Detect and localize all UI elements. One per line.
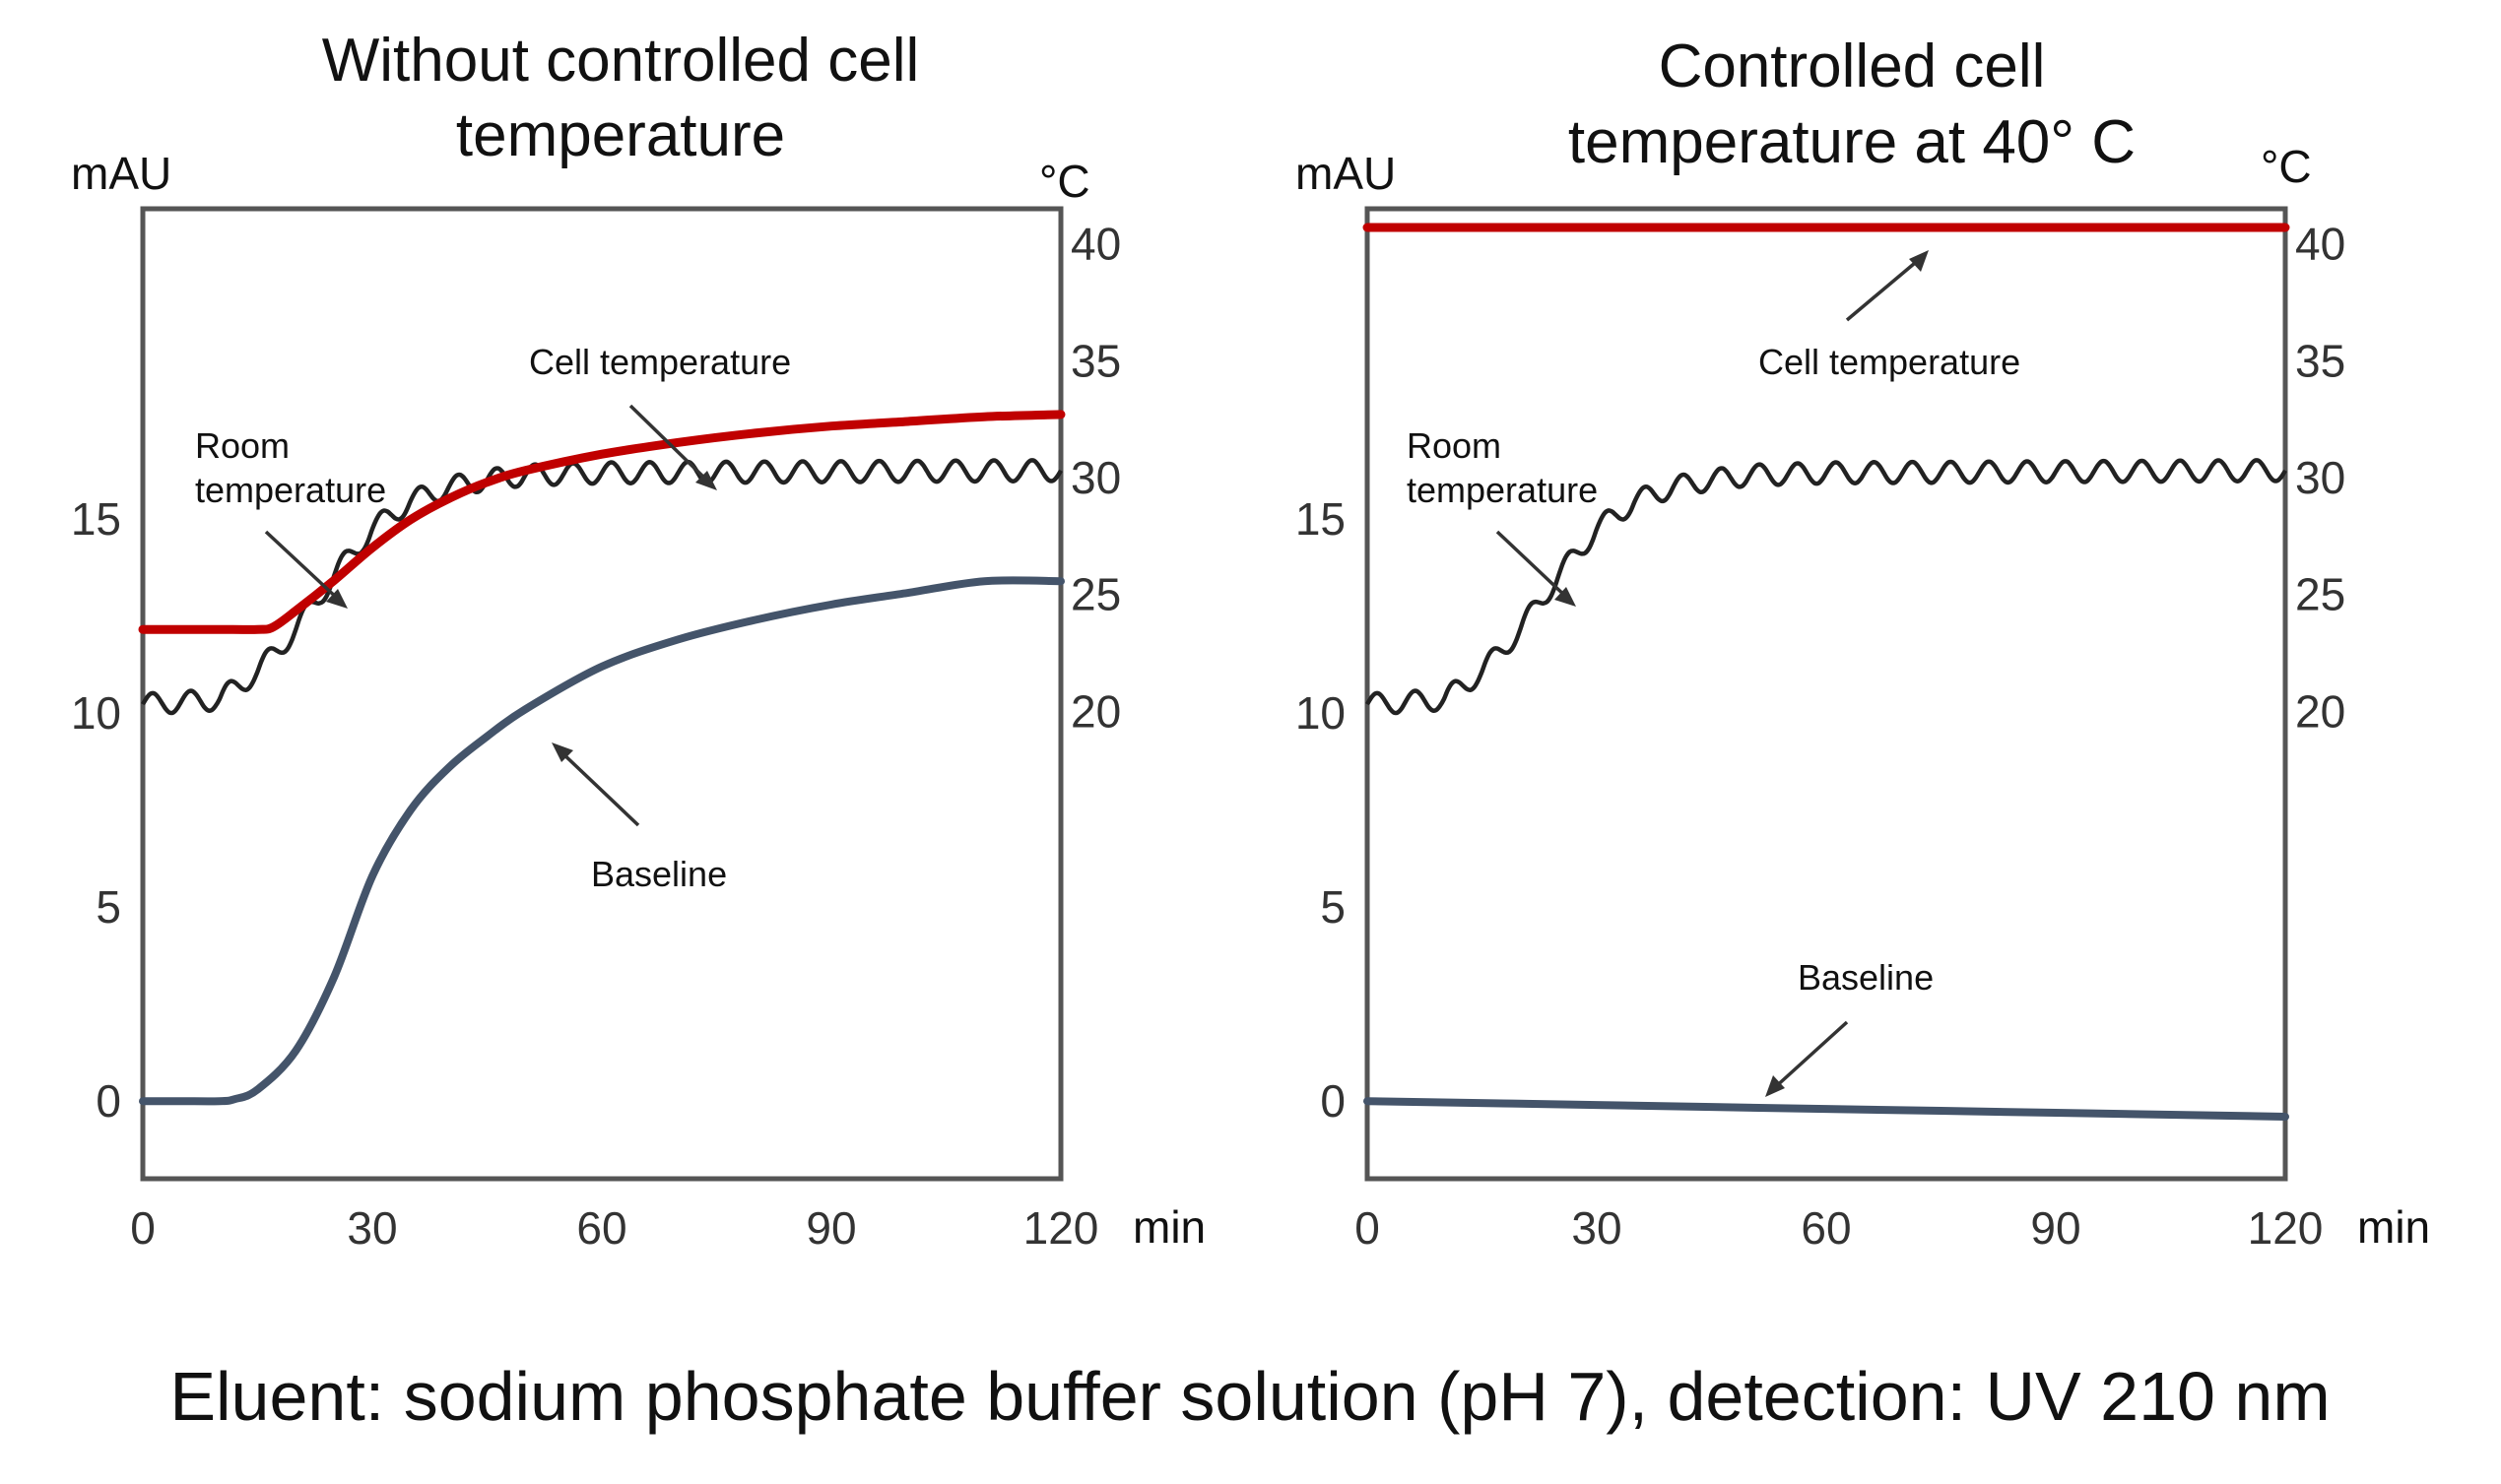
panel1-series [138, 410, 1066, 1106]
left-tick-label-10: 10 [71, 687, 121, 739]
x-tick-label-120: 120 [2248, 1202, 2324, 1254]
panel1-arrow-baseline [558, 748, 640, 827]
panel1-arrow-cell-temperature [628, 404, 711, 484]
right-tick-label-30: 30 [1071, 452, 1121, 503]
panel1-plot-frame [140, 206, 1064, 1182]
left-tick-label-15: 15 [1295, 493, 1346, 545]
x-tick-label-60: 60 [1801, 1202, 1851, 1254]
panel1-right-ticks: 20 25 30 35 40 [1071, 219, 1121, 738]
x-tick-label-90: 90 [2030, 1202, 2080, 1254]
panel2-left-ticks: 0 5 10 15 [1295, 493, 1346, 1127]
panel1-arrowhead-cell-temperature [695, 471, 717, 490]
panel2-arrowhead-room-temperature [1554, 587, 1576, 607]
panel1-anno-room-line2: temperature [195, 470, 386, 510]
left-tick-label-10: 10 [1295, 687, 1346, 739]
panel1-anno-room-line1: Room [195, 425, 290, 466]
panel2-anno-cell-temperature: Cell temperature [1758, 342, 2020, 382]
panel1-anno-baseline: Baseline [591, 854, 727, 894]
figure-caption: Eluent: sodium phosphate buffer solution… [169, 1358, 2330, 1435]
room-temperature-line [141, 458, 1063, 716]
panel2-series [1362, 223, 2290, 1121]
right-tick-label-20: 20 [1071, 685, 1121, 737]
x-tick-label-60: 60 [576, 1202, 626, 1254]
panel2-arrowhead-baseline [1765, 1075, 1785, 1097]
panel2-arrow-baseline [1771, 1020, 1849, 1091]
panel1-left-ticks: 0 5 10 15 [71, 493, 121, 1127]
cell-temperature-line [138, 410, 1066, 634]
panel2-title-line1: Controlled cell [1659, 32, 2046, 100]
panel2-left-unit: mAU [1295, 148, 1396, 199]
baseline-line [1363, 1097, 2289, 1121]
left-tick-label-0: 0 [96, 1075, 121, 1127]
x-tick-label-120: 120 [1023, 1202, 1099, 1254]
panel1-x-ticks: 0 30 60 90 120 [130, 1202, 1098, 1254]
x-tick-label-0: 0 [1354, 1202, 1380, 1254]
panel2-anno-room-line1: Room [1407, 425, 1501, 466]
left-tick-label-5: 5 [1320, 881, 1346, 933]
panel1-arrowhead-room-temperature [326, 589, 348, 609]
panel1-left-unit: mAU [71, 148, 171, 199]
right-tick-label-20: 20 [2295, 685, 2345, 737]
right-tick-label-40: 40 [1071, 219, 1121, 270]
panel-without-control: Without controlled cell temperature mAU … [71, 27, 1206, 1254]
panel2-x-unit: min [2357, 1201, 2430, 1253]
panel2-arrow-room-temperature [1495, 530, 1570, 601]
panel2-anno-room-line2: temperature [1407, 470, 1598, 510]
panel1-arrow-room-temperature [264, 530, 342, 603]
right-tick-label-30: 30 [2295, 452, 2345, 503]
panel2-arrow-cell-temperature [1845, 256, 1923, 322]
panel1-arrowhead-baseline [552, 742, 573, 762]
x-tick-label-90: 90 [806, 1202, 856, 1254]
baseline-line [139, 576, 1065, 1106]
panel2-right-ticks: 20 25 30 35 40 [2295, 219, 2345, 738]
panel1-right-unit: °C [1039, 156, 1090, 207]
panel2-anno-baseline: Baseline [1798, 957, 1934, 998]
right-tick-label-35: 35 [1071, 335, 1121, 386]
left-tick-label-5: 5 [96, 881, 121, 933]
right-tick-label-25: 25 [1071, 569, 1121, 620]
x-tick-label-30: 30 [1571, 1202, 1621, 1254]
right-tick-label-35: 35 [2295, 335, 2345, 386]
panel1-anno-cell-temperature: Cell temperature [529, 342, 791, 382]
right-tick-label-40: 40 [2295, 219, 2345, 270]
panel2-title-line2: temperature at 40° C [1568, 108, 2136, 176]
right-tick-label-25: 25 [2295, 569, 2345, 620]
left-tick-label-0: 0 [1320, 1075, 1346, 1127]
panel-controlled: Controlled cell temperature at 40° C mAU… [1295, 32, 2430, 1254]
panel2-x-ticks: 0 30 60 90 120 [1354, 1202, 2323, 1254]
panel2-right-unit: °C [2261, 141, 2312, 192]
panel1-title-line1: Without controlled cell [322, 27, 920, 95]
room-temperature-line [1365, 458, 2287, 716]
x-tick-label-30: 30 [347, 1202, 397, 1254]
panel2-arrowhead-cell-temperature [1909, 250, 1929, 272]
x-tick-label-0: 0 [130, 1202, 156, 1254]
panel1-x-unit: min [1133, 1201, 1206, 1253]
left-tick-label-15: 15 [71, 493, 121, 545]
panel2-plot-frame [1364, 206, 2288, 1182]
panel1-title-line2: temperature [456, 101, 785, 169]
